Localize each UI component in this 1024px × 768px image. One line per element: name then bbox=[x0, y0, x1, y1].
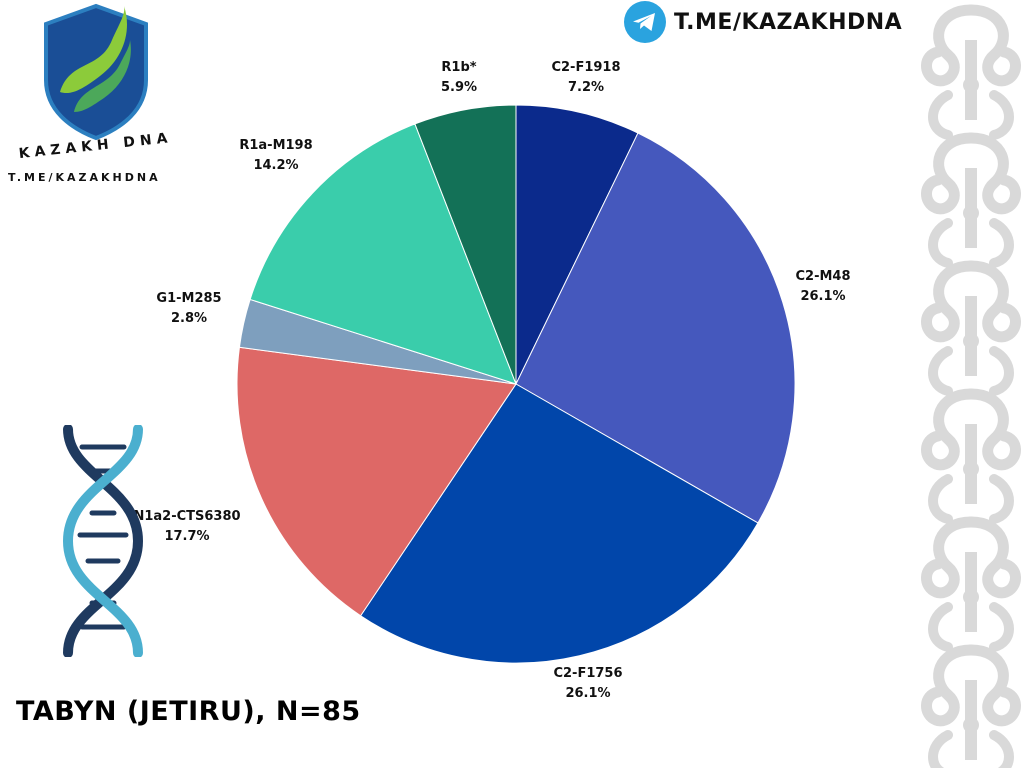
pie-slice-c2-f1918 bbox=[515, 104, 639, 385]
dna-helix-icon bbox=[62, 425, 144, 657]
chart-title: TABYN (JETIRU), N=85 bbox=[16, 696, 361, 727]
slice-percent-label: 2.8% bbox=[171, 311, 207, 326]
slice-label: C2-F1918 bbox=[551, 60, 620, 75]
telegram-link[interactable]: T.ME/KAZAKHDNA bbox=[624, 1, 902, 43]
slice-percent-label: 17.7% bbox=[164, 529, 209, 544]
slice-label: G1-M285 bbox=[156, 291, 221, 306]
pie-slice-n1a2-cts6380 bbox=[236, 346, 517, 617]
pie-slice-c2-m48 bbox=[515, 132, 796, 524]
slice-label: C2-M48 bbox=[795, 269, 850, 284]
slice-label: R1a-M198 bbox=[239, 138, 312, 153]
pie-slice-r1a-m198 bbox=[249, 123, 517, 385]
logo-url: T.ME/KAZAKHDNA bbox=[8, 171, 161, 184]
telegram-icon bbox=[624, 1, 666, 43]
pie-slice-c2-f1756 bbox=[359, 383, 759, 664]
pie-slice-r1b bbox=[414, 104, 517, 385]
slice-percent-label: 26.1% bbox=[800, 289, 845, 304]
slice-percent-label: 14.2% bbox=[253, 158, 298, 173]
slice-label: C2-F1756 bbox=[553, 666, 622, 681]
slice-label: N1a2-CTS6380 bbox=[133, 509, 240, 524]
slice-percent-label: 5.9% bbox=[441, 80, 477, 95]
slice-label: R1b* bbox=[441, 60, 476, 75]
slice-percent-label: 7.2% bbox=[568, 80, 604, 95]
slice-percent-label: 26.1% bbox=[565, 686, 610, 701]
kazakh-dna-logo: KAZAKH DNA bbox=[0, 0, 200, 190]
telegram-handle: T.ME/KAZAKHDNA bbox=[674, 9, 903, 35]
